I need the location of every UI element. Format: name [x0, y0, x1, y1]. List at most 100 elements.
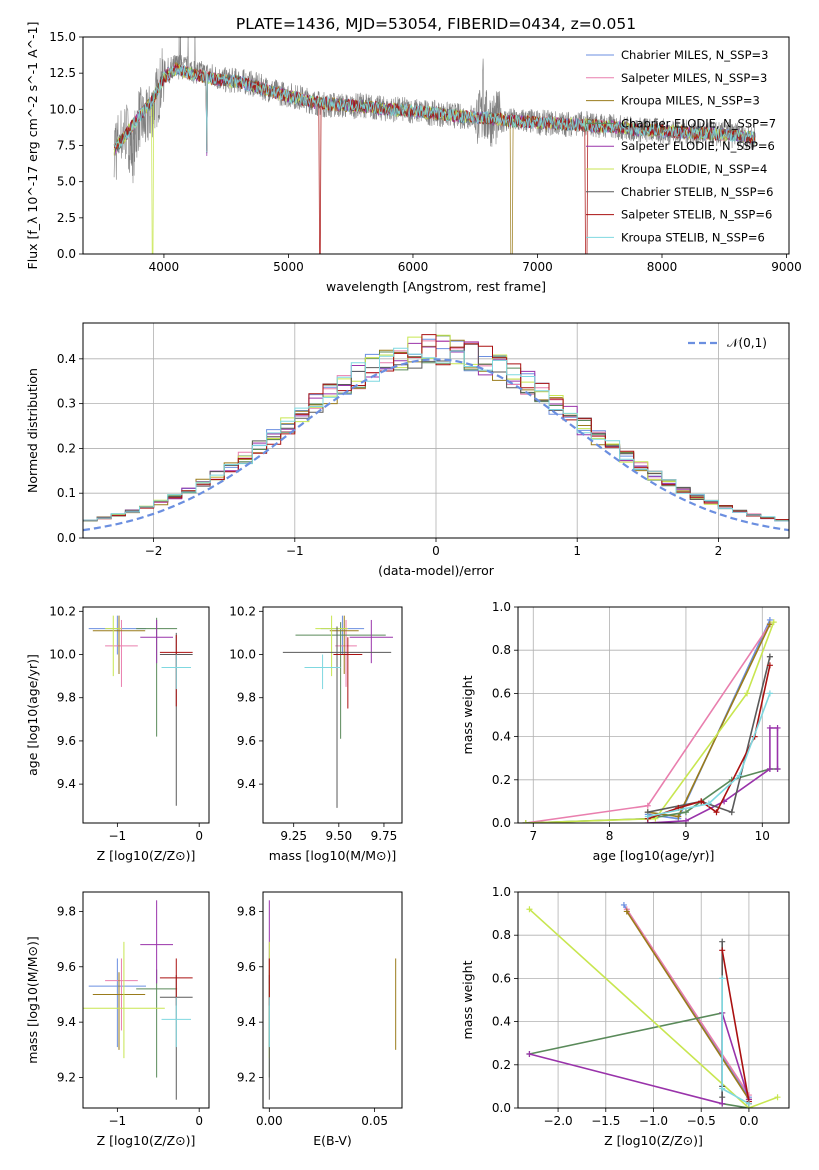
x-tick-label: −1: [286, 544, 304, 558]
plus-marker: [766, 653, 773, 660]
plus-marker: [770, 619, 777, 626]
legend-label: Kroupa MILES, N_SSP=3: [621, 94, 760, 108]
plus-marker: [766, 724, 773, 731]
x-tick-label: 10: [755, 829, 770, 843]
x-tick-label: 0.00: [256, 1114, 283, 1128]
plus-marker: [713, 809, 720, 816]
x-tick-label: −2.0: [544, 1114, 573, 1128]
age-vs-Z-marks: [88, 615, 193, 806]
x-tick-label: −2: [145, 544, 163, 558]
y-tick-label: 10.0: [49, 102, 76, 116]
massweight-vs-Z-axes: −2.0 −1.5 −1.0 −0.5 0.0 0.0 0.2 0.4 0.6 0.8 1.0 Z […: [460, 885, 789, 1148]
x-tick-label: 1: [573, 544, 581, 558]
massweight-vs-Z-marks: [526, 901, 781, 1108]
y-tick-label: 1.0: [492, 885, 511, 899]
plus-marker: [719, 938, 726, 945]
plus-marker: [719, 1094, 726, 1101]
y-axis-label: mass weight: [460, 960, 475, 1039]
x-tick-label: 0: [432, 544, 440, 558]
y-tick-label: 0.4: [492, 730, 511, 744]
plus-marker: [698, 798, 705, 805]
legend-label: 𝒩(0,1): [727, 336, 767, 350]
y-tick-label: 9.2: [237, 1071, 256, 1085]
plus-marker: [644, 802, 651, 809]
x-tick-label: 2: [715, 544, 723, 558]
y-tick-label: 0.2: [57, 441, 76, 455]
x-axis-label: E(B-V): [313, 1133, 352, 1148]
normal-curve: [83, 358, 789, 532]
plus-marker: [744, 690, 751, 697]
series-line: [525, 623, 771, 823]
x-tick-label: −0.5: [687, 1114, 716, 1128]
series-line: [528, 908, 778, 1108]
plus-marker: [766, 621, 773, 628]
y-tick-label: 0.2: [492, 773, 511, 787]
age-vs-mass-marks: [282, 615, 393, 808]
y-tick-label: 0.8: [492, 928, 511, 942]
x-tick-label: 0: [195, 829, 203, 843]
legend-label: Kroupa STELIB, N_SSP=6: [621, 230, 765, 244]
y-tick-label: 0.0: [57, 247, 76, 261]
axes-frame: [517, 606, 790, 824]
y-tick-label: 10.0: [49, 648, 76, 662]
y-tick-label: 15.0: [49, 30, 76, 44]
y-tick-label: 9.2: [57, 1071, 76, 1085]
series-line: [529, 1012, 750, 1105]
series-line: [626, 908, 750, 1096]
mass-vs-Z-axes: −1 0 9.2 9.4 9.6 9.8 Z [log10(Z/Z⊙)] mass [log1…: [25, 904, 203, 1148]
y-tick-label: 0.1: [57, 486, 76, 500]
legend-label: Kroupa ELODIE, N_SSP=4: [621, 162, 767, 176]
plus-marker: [522, 820, 529, 823]
y-tick-label: 9.6: [237, 960, 256, 974]
y-tick-label: 0.4: [57, 352, 76, 366]
y-axis-label: Flux [f_λ 10^-17 erg cm^-2 s^-1 A^-1]: [25, 22, 40, 270]
x-tick-label: 9000: [771, 260, 802, 274]
y-axis-label: mass [log10(M/M⊙)]: [25, 936, 40, 1064]
plus-marker: [623, 908, 630, 915]
plus-marker: [682, 809, 689, 816]
y-tick-label: 7.5: [57, 139, 76, 153]
x-tick-label: 4000: [149, 260, 180, 274]
y-tick-label: 10.2: [49, 604, 76, 618]
y-tick-label: 0.4: [492, 1015, 511, 1029]
x-tick-label: 8000: [647, 260, 678, 274]
spectrum-model-line: [113, 61, 756, 254]
y-tick-label: 9.6: [237, 734, 256, 748]
axes-frame: [262, 606, 403, 824]
plus-marker: [719, 1100, 726, 1107]
plus-marker: [728, 809, 735, 816]
series-line: [647, 656, 771, 814]
y-tick-label: 5.0: [57, 175, 76, 189]
y-tick-label: 9.4: [57, 777, 76, 791]
y-tick-label: 0.0: [57, 531, 76, 545]
plus-marker: [774, 1094, 781, 1101]
y-tick-label: 9.4: [237, 1015, 256, 1029]
plus-marker: [745, 1100, 752, 1107]
y-tick-label: 0.0: [492, 1101, 511, 1115]
y-tick-label: 2.5: [57, 211, 76, 225]
spectrum-model-line: [113, 63, 756, 254]
plus-marker: [644, 813, 651, 820]
series-line: [647, 693, 771, 818]
plus-marker: [620, 901, 627, 908]
legend-label: Chabrier STELIB, N_SSP=6: [621, 185, 773, 199]
y-tick-label: 9.6: [57, 734, 76, 748]
y-tick-label: 0.0: [492, 816, 511, 830]
axes-frame: [82, 606, 210, 824]
age-vs-mass-axes: 9.25 9.50 9.75 9.4 9.6 9.8 10.0 10.2 mass [log10…: [229, 604, 397, 863]
y-tick-label: 0.6: [492, 686, 511, 700]
plus-marker: [736, 772, 743, 779]
x-tick-label: 5000: [273, 260, 304, 274]
x-tick-label: 9.25: [280, 829, 307, 843]
legend-label: Chabrier ELODIE, N_SSP=7: [621, 116, 776, 130]
plus-marker: [675, 813, 682, 820]
residuals-legend: 𝒩(0,1): [688, 336, 767, 350]
y-tick-label: 9.4: [237, 777, 256, 791]
plus-marker: [774, 724, 781, 731]
spectrum-axes: 4000 5000 6000 7000 8000 9000 0.0 2.5 5.0 7.5 10.0…: [25, 22, 802, 294]
plus-marker: [774, 766, 781, 772]
y-tick-label: 0.6: [492, 971, 511, 985]
x-tick-label: 0: [195, 1114, 203, 1128]
y-axis-label: mass weight: [460, 675, 475, 754]
histogram-step: [83, 334, 789, 521]
